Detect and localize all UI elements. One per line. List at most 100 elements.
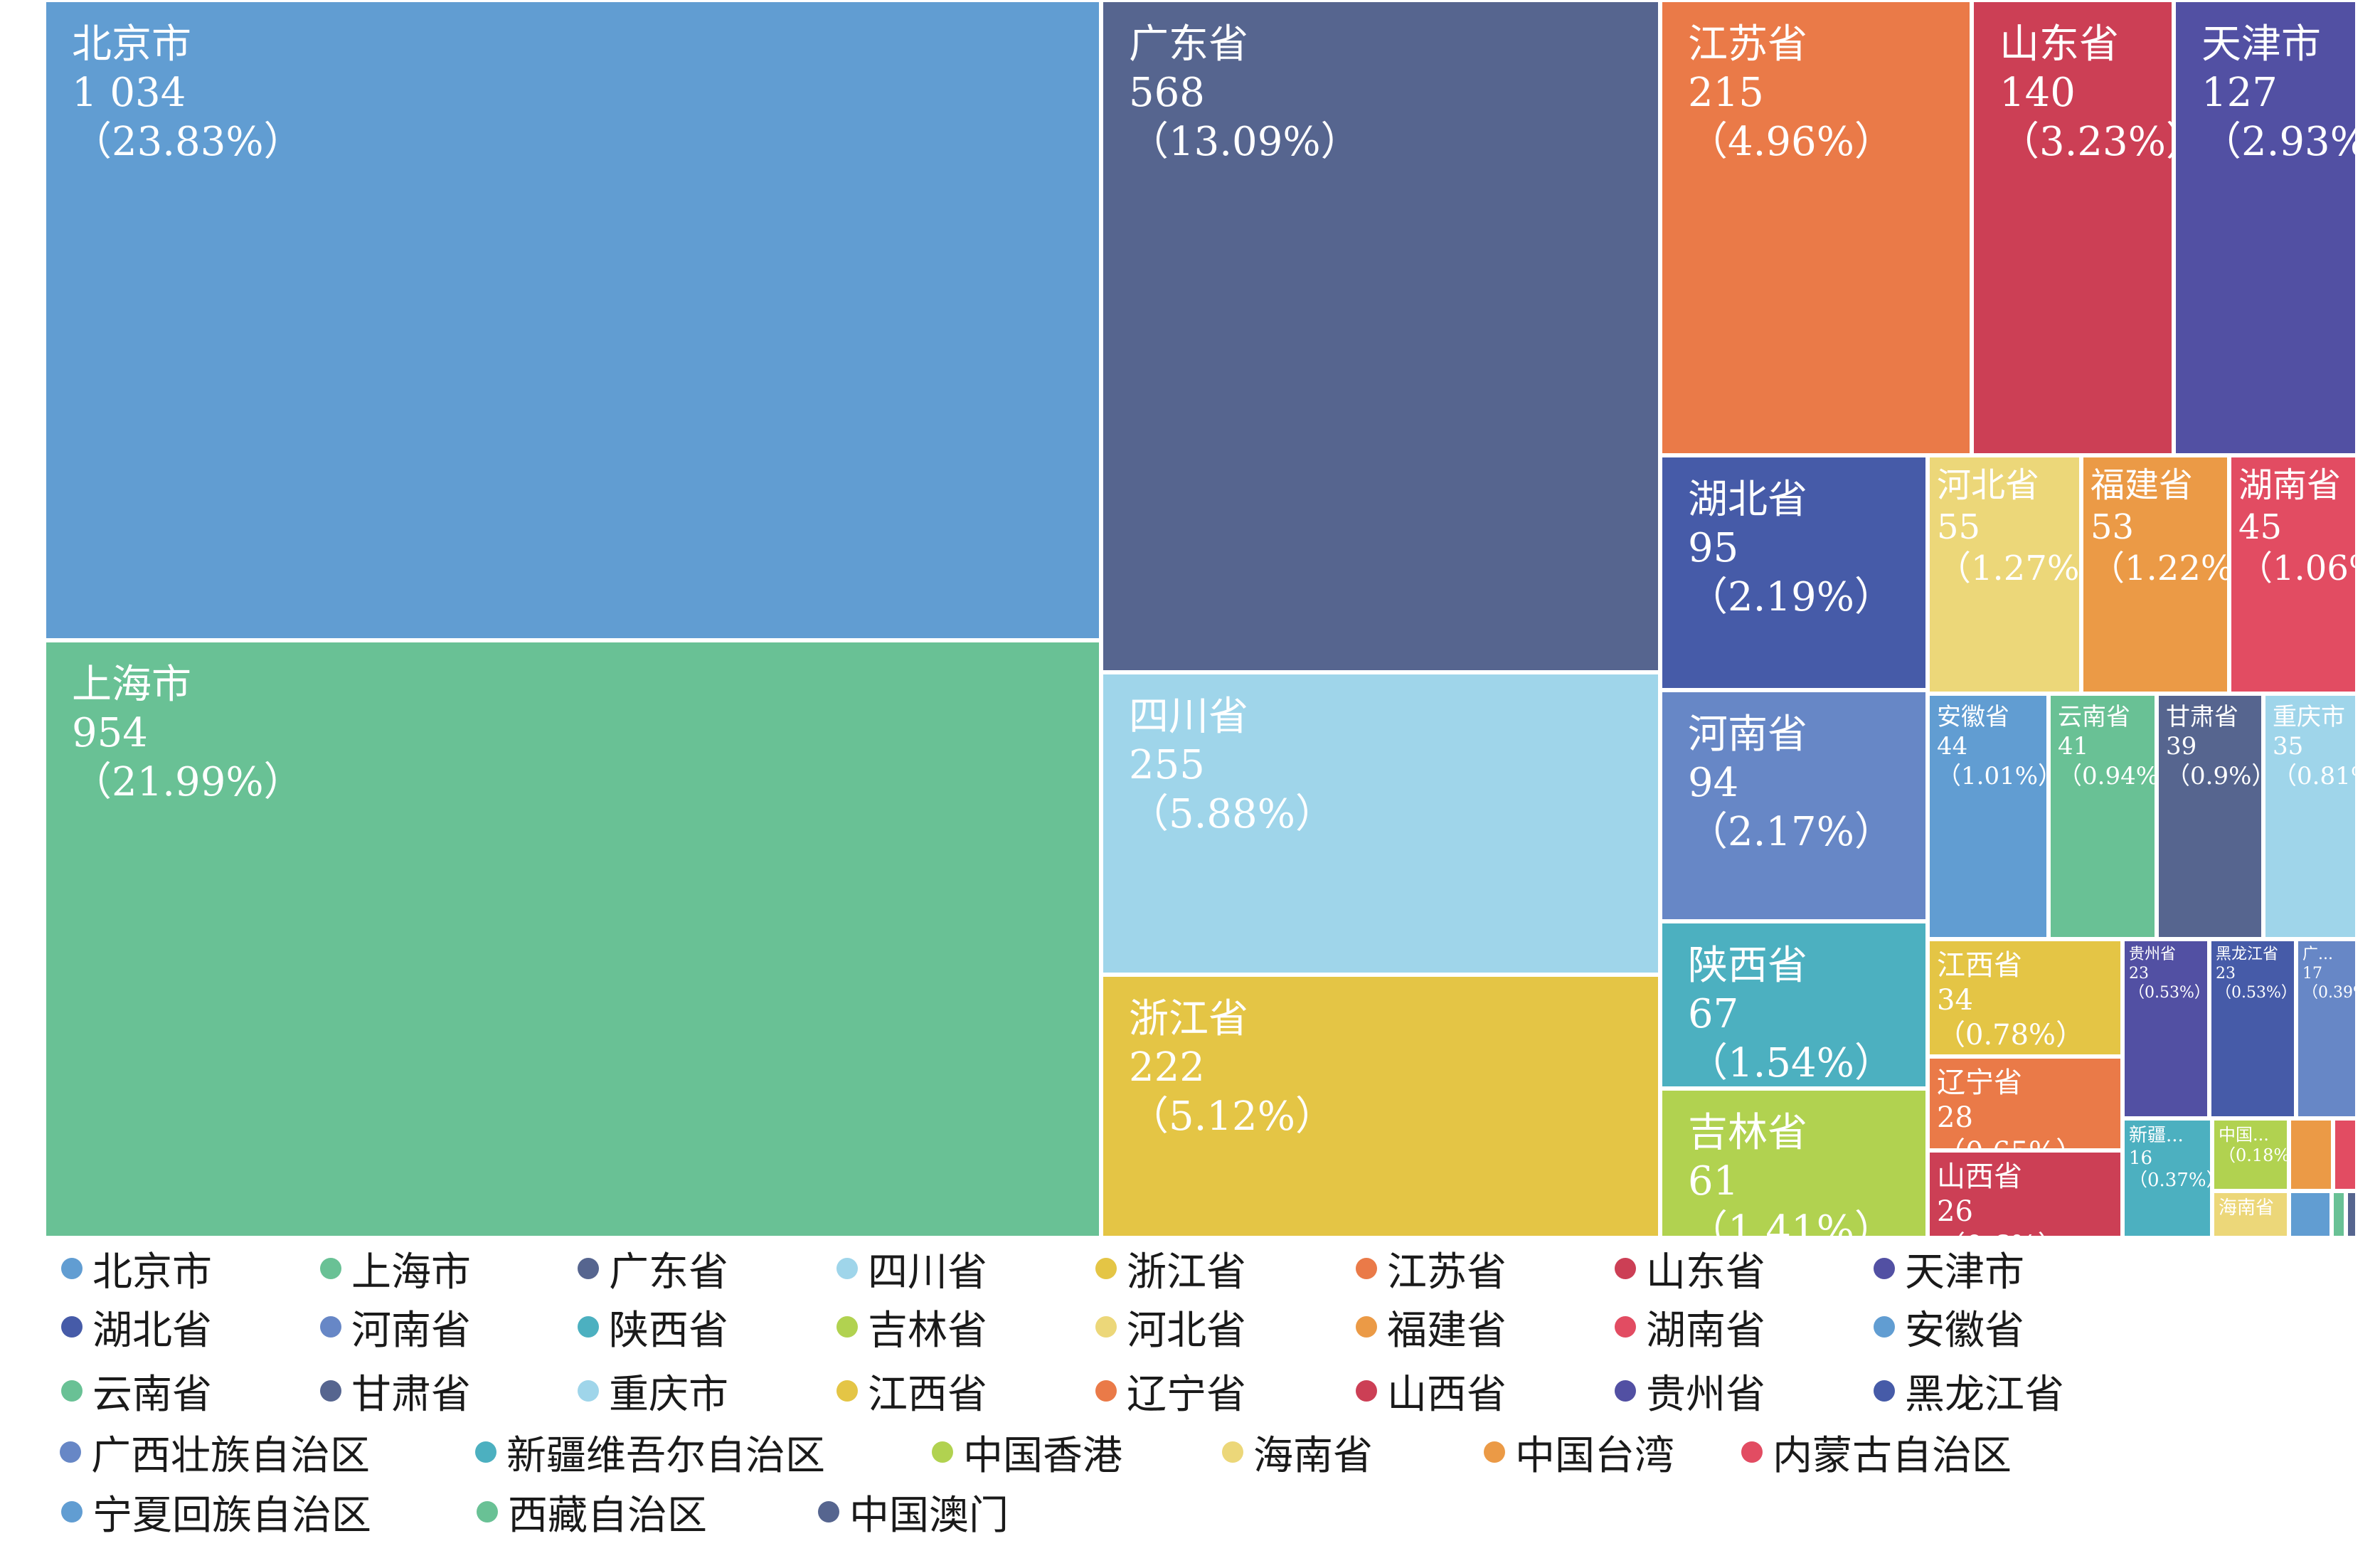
tile-label: 安徽省 [1937,703,2009,731]
legend-item[interactable]: 西藏自治区 [477,1487,707,1539]
treemap-tile [2333,1118,2357,1191]
treemap-tile: 黑龙江省 23 （0.53%） [2209,939,2296,1118]
treemap-tile: 陕西省 67 （1.54%） [1660,921,1928,1089]
legend-item[interactable]: 天津市 [1874,1244,2024,1296]
legend-swatch-icon [1222,1441,1243,1463]
legend-item[interactable]: 新疆维吾尔自治区 [475,1427,825,1479]
legend-item[interactable]: 山西省 [1356,1366,1507,1418]
legend-swatch-icon [1095,1316,1117,1338]
tile-label: 四川省 [1129,694,1248,740]
legend-label: 中国台湾 [1515,1432,1674,1479]
legend-item[interactable]: 浙江省 [1095,1244,1246,1296]
legend-item[interactable]: 吉林省 [836,1302,987,1354]
tile-percent: （21.99%） [72,758,304,805]
tile-label: 山东省 [1999,21,2119,68]
treemap-tile: 中国...（0.18%） [2212,1118,2289,1191]
legend-swatch-icon [1615,1258,1636,1279]
legend-item[interactable]: 宁夏回族自治区 [61,1487,371,1539]
tile-percent: （0.65%） [1937,1135,2084,1148]
legend-item[interactable]: 河南省 [320,1302,471,1354]
tile-percent: （13.09%） [1129,118,1361,165]
tile-label: 甘肃省 [2166,703,2238,731]
legend-label: 中国澳门 [849,1492,1009,1539]
tile-percent: （1.27%） [1937,549,2080,589]
legend-item[interactable]: 广东省 [578,1244,728,1296]
legend-item[interactable]: 江苏省 [1356,1244,1507,1296]
legend-item[interactable]: 安徽省 [1874,1302,2024,1354]
tile-label: 云南省 [2058,703,2130,731]
legend-item[interactable]: 贵州省 [1615,1366,1765,1418]
legend-swatch-icon [1615,1316,1636,1338]
legend-label: 河南省 [351,1307,471,1354]
tile-value: 954 [72,710,148,757]
treemap-tile: 上海市 954 （21.99%） [44,640,1101,1238]
legend-item[interactable]: 湖南省 [1615,1302,1765,1354]
legend-item[interactable]: 广西壮族自治区 [60,1427,370,1479]
legend-item[interactable]: 湖北省 [61,1302,212,1354]
tile-percent: （4.96%） [1688,118,1894,165]
legend-item[interactable]: 黑龙江省 [1874,1366,2064,1418]
tile-label: 贵州省 [2129,946,2177,963]
legend-swatch-icon [1615,1380,1636,1402]
legend-item[interactable]: 北京市 [61,1244,212,1296]
legend-item[interactable]: 山东省 [1615,1244,1765,1296]
tile-value: 140 [1999,70,2076,117]
legend-item[interactable]: 海南省 [1222,1427,1373,1479]
legend-swatch-icon [932,1441,953,1463]
tile-label: 天津市 [2201,21,2321,68]
legend-item[interactable]: 河北省 [1095,1302,1246,1354]
treemap-tile: 海南省 [2212,1191,2289,1238]
legend-item[interactable]: 江西省 [836,1366,987,1418]
tile-value: 95 [1688,525,1739,572]
tile-label: 中国... [2219,1125,2269,1145]
legend-swatch-icon [61,1258,83,1279]
tile-label: 北京市 [72,21,191,68]
treemap-tile: 江西省 34 （0.78%） [1928,939,2123,1057]
legend-item[interactable]: 重庆市 [578,1366,728,1418]
legend-label: 重庆市 [609,1371,728,1418]
tile-value: 16 [2129,1147,2153,1169]
legend-swatch-icon [60,1441,81,1463]
legend-label: 云南省 [92,1371,212,1418]
tile-percent: （5.88%） [1129,790,1335,837]
legend-swatch-icon [836,1380,858,1402]
legend-item[interactable]: 上海市 [320,1244,471,1296]
legend-swatch-icon [578,1316,599,1338]
legend-item[interactable]: 四川省 [836,1244,987,1296]
tile-percent: （1.54%） [1688,1039,1894,1086]
tile-percent: （1.41%） [1688,1207,1894,1238]
tile-percent: （1.06%） [2238,549,2355,589]
tile-percent: （0.53%） [2129,983,2209,1002]
legend-item[interactable]: 内蒙古自治区 [1741,1427,2012,1479]
tile-value: 44 [1937,732,1968,761]
legend-label: 新疆维吾尔自治区 [506,1432,825,1479]
treemap-tile: 贵州省 23 （0.53%） [2123,939,2209,1118]
legend-item[interactable]: 中国澳门 [818,1487,1009,1539]
legend-label: 江苏省 [1387,1249,1507,1296]
tile-value: 35 [2273,732,2304,761]
legend-item[interactable]: 福建省 [1356,1302,1507,1354]
legend-item[interactable]: 云南省 [61,1366,212,1418]
legend-item[interactable]: 陕西省 [578,1302,728,1354]
tile-percent: （0.6%） [1937,1229,2066,1236]
legend-item[interactable]: 辽宁省 [1095,1366,1246,1418]
legend-label: 四川省 [868,1249,987,1296]
tile-percent: （2.93%） [2201,118,2355,165]
tile-value: 39 [2166,732,2197,761]
tile-value: 94 [1688,760,1739,807]
tile-label: 河南省 [1688,711,1807,758]
legend-item[interactable]: 甘肃省 [320,1366,471,1418]
treemap-tile: 浙江省 222 （5.12%） [1101,975,1660,1238]
tile-percent: （0.39%） [2302,983,2355,1002]
legend-label: 安徽省 [1905,1307,2024,1354]
legend-item[interactable]: 中国香港 [932,1427,1122,1479]
legend-item[interactable]: 中国台湾 [1484,1427,1674,1479]
legend-swatch-icon [1356,1380,1377,1402]
legend-swatch-icon [1741,1441,1763,1463]
legend-label: 湖北省 [92,1307,212,1354]
